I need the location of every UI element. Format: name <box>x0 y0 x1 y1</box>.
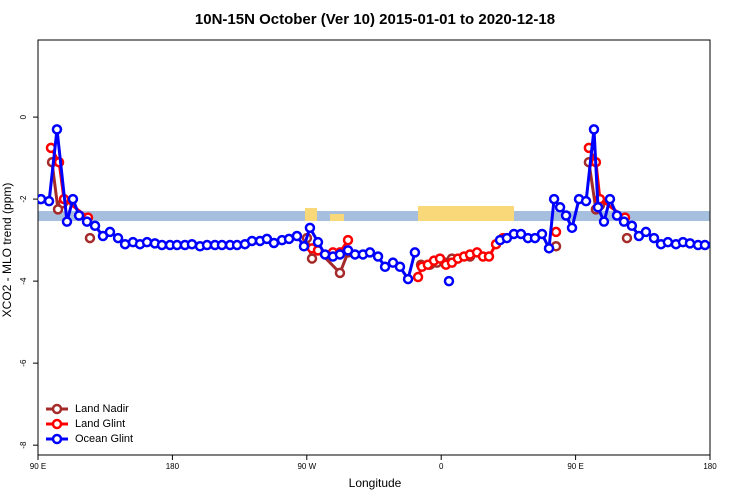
point <box>402 273 414 285</box>
legend-label: Ocean Glint <box>75 433 133 445</box>
point <box>304 222 316 234</box>
point <box>141 236 153 248</box>
y-axis-label: XCO2 - MLO trend (ppm) <box>0 183 14 318</box>
point <box>246 235 258 247</box>
land-patch <box>305 208 317 221</box>
x-tick-label: 90 E <box>30 462 46 471</box>
point <box>626 220 638 232</box>
point <box>598 216 610 227</box>
point <box>443 275 455 287</box>
land-patch <box>330 214 344 221</box>
ocean-band <box>38 211 710 221</box>
y-tick-label: -6 <box>19 359 28 367</box>
series <box>38 124 710 287</box>
point <box>684 238 696 249</box>
point <box>334 249 346 260</box>
point <box>38 193 47 205</box>
point <box>379 261 391 273</box>
point <box>67 193 79 205</box>
y-tick-label: -2 <box>19 195 28 203</box>
x-axis-label: Longitude <box>349 476 402 490</box>
point <box>51 124 63 135</box>
point <box>560 210 572 221</box>
point <box>112 232 124 244</box>
point <box>618 216 630 227</box>
point <box>291 230 303 242</box>
point <box>550 226 562 238</box>
y-tick-label: 0 <box>19 114 28 119</box>
x-tick-label: 0 <box>439 462 444 471</box>
x-tick-label: 180 <box>166 462 180 471</box>
point <box>588 124 600 135</box>
point <box>334 267 346 279</box>
point <box>186 238 198 250</box>
point <box>61 216 73 227</box>
point <box>621 232 633 244</box>
point <box>342 234 354 246</box>
x-tick-label: 90 W <box>297 462 316 471</box>
legend-swatch-point <box>51 403 63 415</box>
y-tick-label: -8 <box>19 441 28 449</box>
point <box>412 271 424 283</box>
point <box>543 243 555 254</box>
point <box>312 236 324 248</box>
legend-swatch-point <box>51 433 63 445</box>
x-tick-label: 90 E <box>567 462 583 471</box>
legend: Land Nadir Land Glint Ocean Glint <box>46 403 133 445</box>
point <box>156 239 168 251</box>
point <box>84 232 96 244</box>
point <box>592 202 604 213</box>
point <box>536 228 548 240</box>
legend-label: Land Glint <box>75 418 125 430</box>
point <box>548 193 560 205</box>
point <box>483 251 495 262</box>
point <box>364 247 376 258</box>
point <box>580 195 592 207</box>
point <box>566 222 578 234</box>
y-tick-label: -4 <box>19 277 28 285</box>
land-strip <box>38 206 710 221</box>
point <box>604 193 616 205</box>
point <box>611 210 623 221</box>
point <box>216 239 228 251</box>
plot-frame <box>37 39 711 456</box>
point <box>104 226 116 238</box>
legend-swatch-point <box>51 418 63 430</box>
point <box>662 236 674 248</box>
point <box>298 241 310 252</box>
point <box>648 232 660 244</box>
point <box>306 253 318 264</box>
legend-label: Land Nadir <box>75 403 129 415</box>
chart-title: 10N-15N October (Ver 10) 2015-01-01 to 2… <box>195 11 555 28</box>
point <box>554 202 566 213</box>
x-tick-label: 180 <box>703 462 717 471</box>
point <box>699 239 710 251</box>
land-patch <box>418 206 514 221</box>
point <box>268 237 280 249</box>
point <box>43 195 55 207</box>
point <box>409 247 421 258</box>
point <box>73 210 85 221</box>
point <box>372 251 384 262</box>
point <box>640 226 652 238</box>
point <box>89 220 101 232</box>
point <box>394 261 406 273</box>
point <box>434 253 446 264</box>
point <box>81 216 93 227</box>
